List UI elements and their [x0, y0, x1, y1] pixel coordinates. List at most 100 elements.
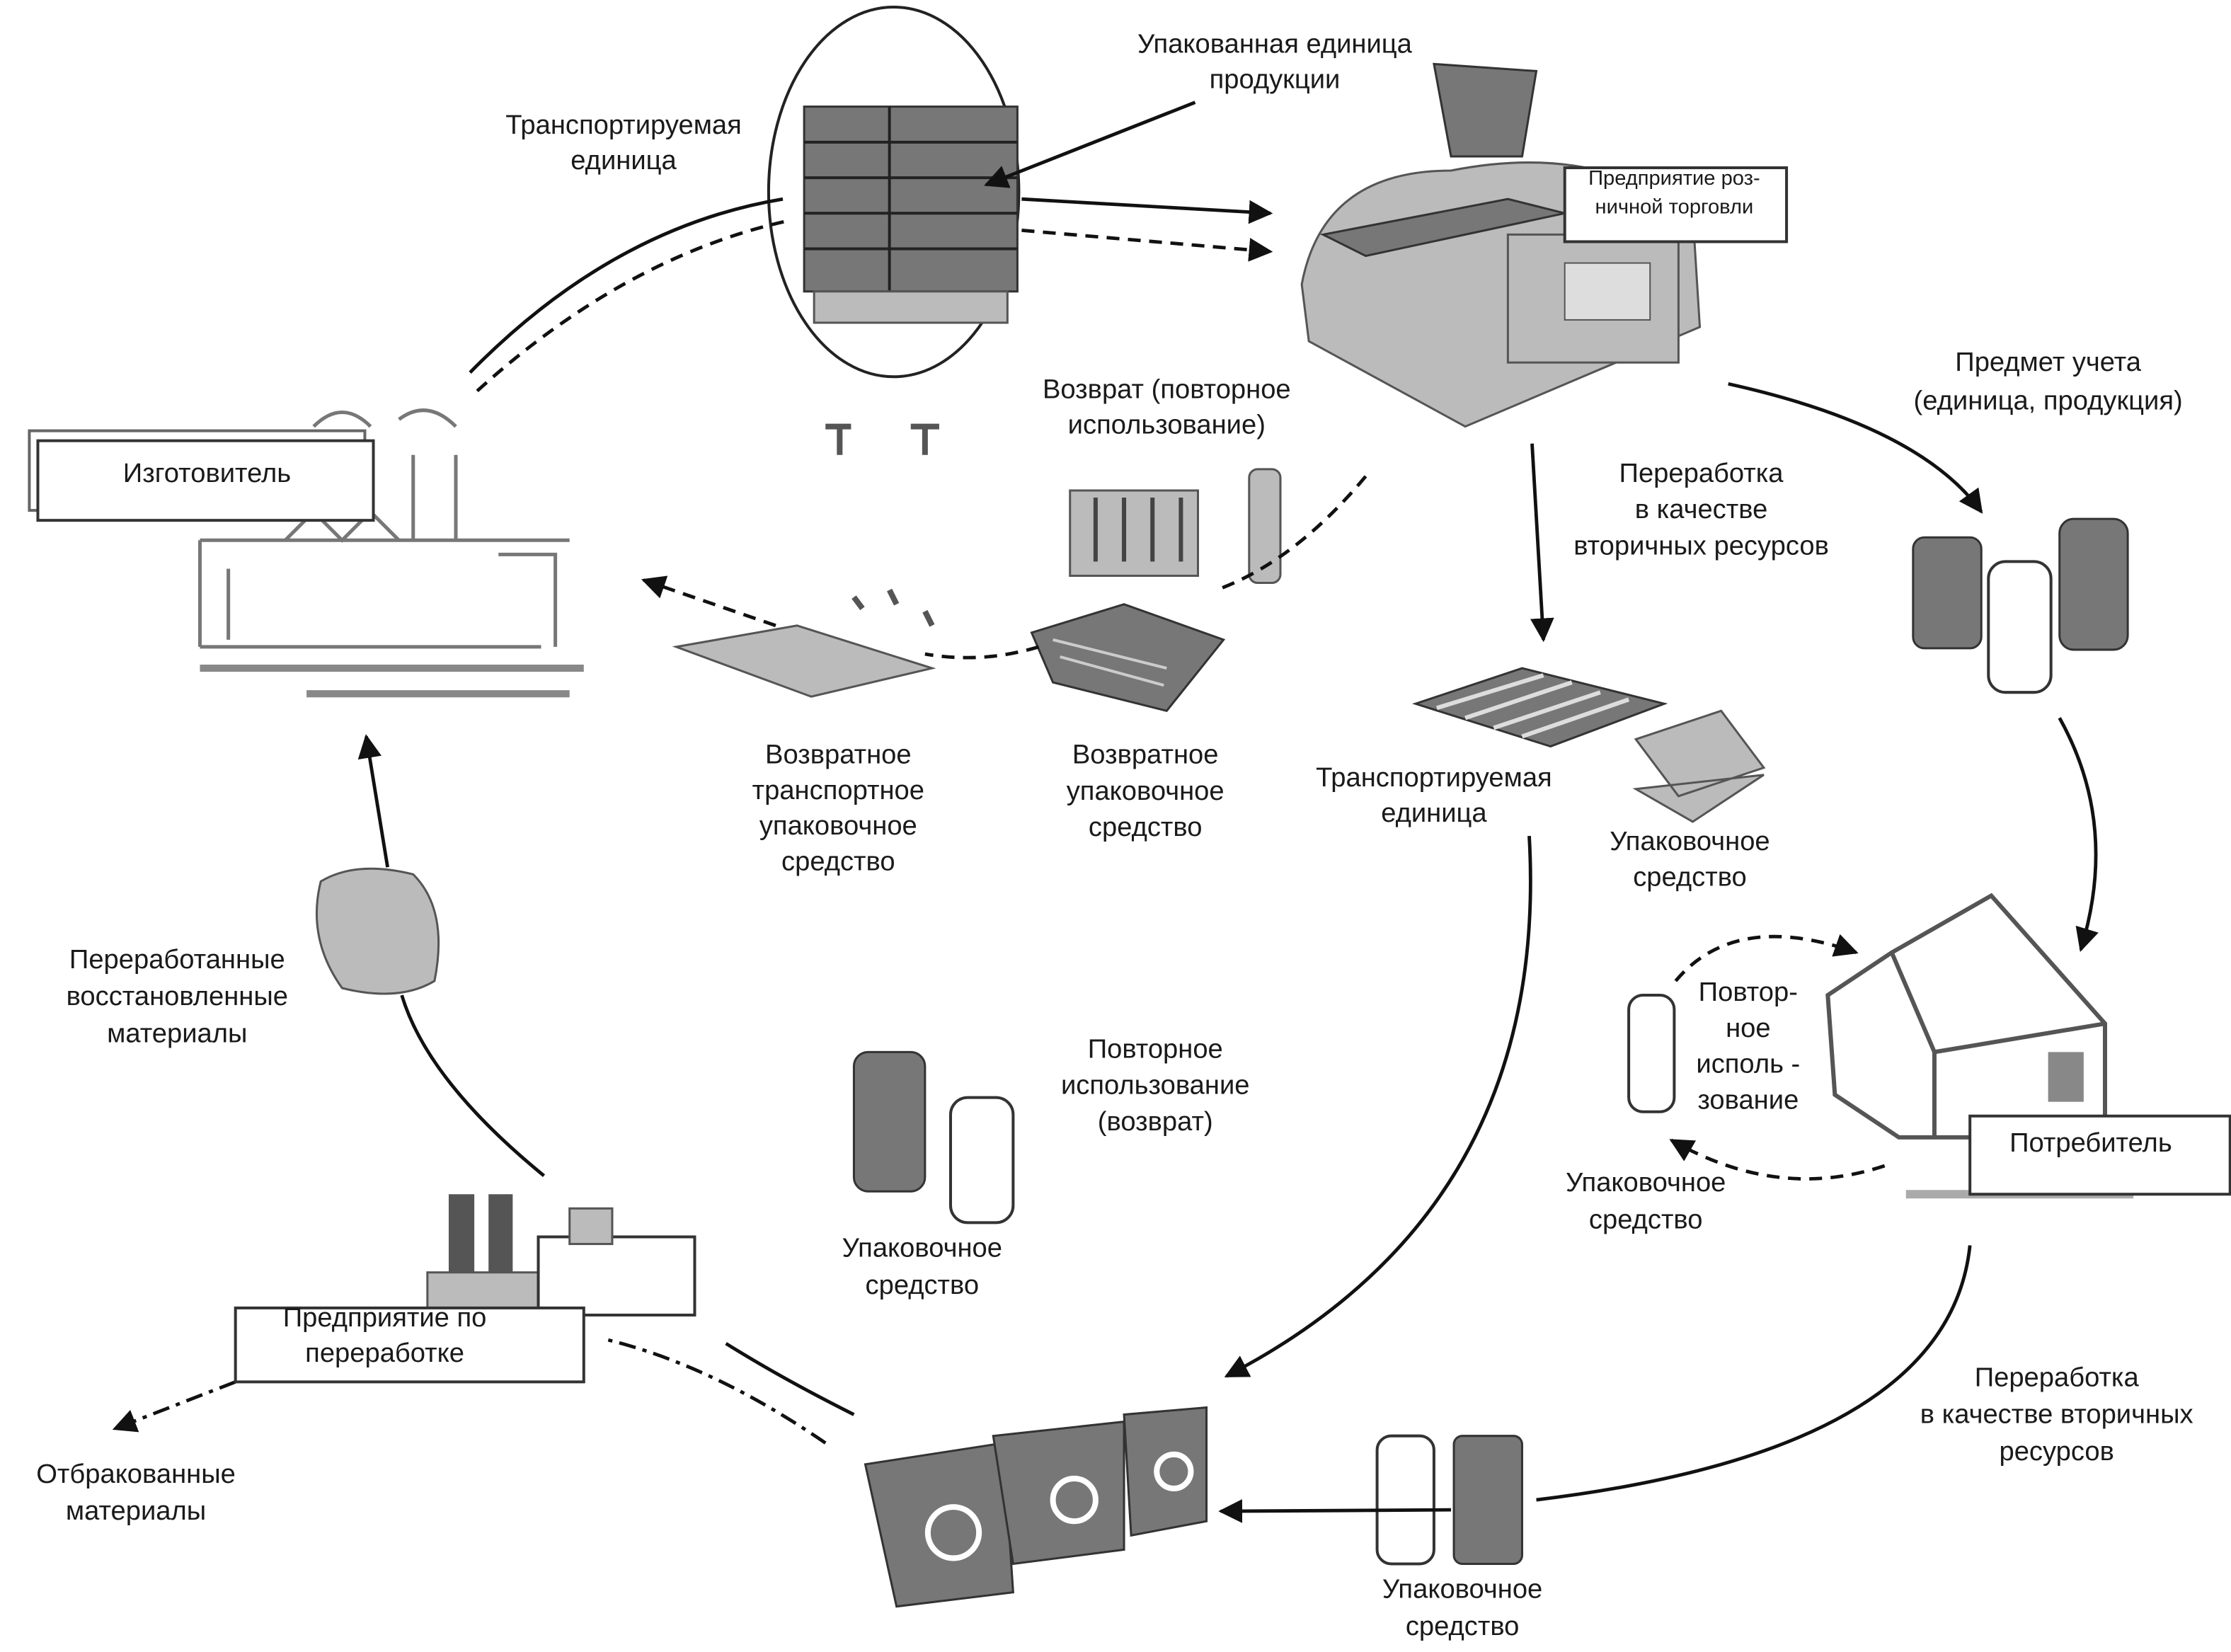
arrow	[1217, 476, 1366, 590]
arrow	[643, 580, 776, 626]
crate	[1070, 469, 1280, 583]
arrow	[470, 199, 783, 372]
arrow	[366, 736, 387, 867]
label-line: Предмет учета	[1955, 347, 2142, 377]
label-line: Изготовитель	[123, 458, 291, 488]
label-line: использование)	[1068, 410, 1266, 440]
node-label: Потребитель	[2009, 1128, 2172, 1158]
arrow	[1021, 230, 1271, 251]
arrow	[605, 1339, 825, 1443]
node-label: Упаковочное средство	[1566, 1167, 1726, 1234]
label-line: упаковочное	[1067, 776, 1225, 806]
label-line: Переработка	[1619, 458, 1784, 488]
label-line: Потребитель	[2009, 1128, 2172, 1158]
label-line: Повтор-	[1699, 977, 1798, 1007]
label-line: Упаковочное	[1610, 826, 1770, 856]
retail-store	[1302, 64, 1699, 426]
label-line: единица	[1381, 798, 1487, 828]
label-line: Отбракованные	[36, 1459, 236, 1489]
arrow	[2060, 718, 2096, 949]
label-line: средство	[781, 846, 895, 876]
return-box	[1031, 604, 1223, 711]
label-line: Транспортируемая	[505, 110, 742, 140]
label-line: упаковочное	[759, 810, 917, 841]
label-line: переработке	[305, 1338, 464, 1368]
label-line: зование	[1697, 1085, 1799, 1115]
label-line: Упаковочное	[1566, 1167, 1726, 1198]
label-line: ресурсов	[2000, 1436, 2114, 1467]
label-line: Переработка	[1975, 1362, 2140, 1392]
arrow	[477, 220, 790, 391]
recycling-bins	[865, 1408, 1206, 1607]
node-label: Переработка в качестве вторичных ресурсов	[1573, 458, 1829, 561]
products	[1913, 519, 2128, 692]
arrow	[115, 1382, 236, 1428]
node-label: Повторное использование (возврат)	[1061, 1033, 1250, 1136]
label-line: Упаковочное	[842, 1233, 1002, 1263]
arrows	[115, 103, 2096, 1512]
label-line: Возвратное	[765, 740, 912, 770]
label-line: транспортное	[752, 775, 924, 805]
label-line: (возврат)	[1098, 1106, 1213, 1137]
label-line: вторичных ресурсов	[1573, 530, 1829, 561]
node-label: Переработка в качестве вторичных ресурсов	[1920, 1362, 2193, 1466]
node-label: Изготовитель	[123, 458, 291, 488]
node-label: Возвратное упаковочное средство	[1067, 740, 1225, 842]
label-line: Предприятие по	[283, 1302, 487, 1333]
label-boxes	[29, 168, 2230, 1382]
node-label: Возврат (повторное использование)	[1043, 374, 1291, 440]
label-line: Транспортируемая	[1316, 762, 1552, 793]
label-line: средство	[1589, 1204, 1703, 1234]
label-line: единица	[570, 145, 677, 176]
label-line: в качестве вторичных	[1920, 1399, 2193, 1430]
recycling-plant	[428, 1194, 695, 1315]
material-bags	[316, 868, 438, 994]
node-label: Транспортируемая единица	[505, 110, 742, 176]
arrow	[1532, 444, 1544, 640]
bottle	[1629, 995, 1674, 1112]
label-line: Повторное	[1088, 1033, 1223, 1064]
node-label: Упаковочное средство	[1382, 1574, 1542, 1641]
label-line: использование	[1061, 1070, 1250, 1101]
label-line: средство	[1089, 812, 1203, 842]
bottom-containers	[1377, 1436, 1522, 1564]
node-label: Повтор-ное исполь - зование	[1696, 977, 1800, 1115]
label-line: Возврат (повторное	[1043, 374, 1291, 404]
label-line: Упакованная единица	[1137, 28, 1413, 59]
label-line: восстановленные	[67, 981, 288, 1011]
node-label: Переработанные восстановленные материалы	[67, 944, 288, 1048]
label-line: средство	[1406, 1611, 1520, 1641]
label-line: продукции	[1210, 64, 1341, 95]
arrow	[1221, 1510, 1451, 1511]
label-line: в качестве	[1635, 494, 1768, 524]
label-line: материалы	[66, 1496, 206, 1526]
label-line: материалы	[107, 1018, 247, 1048]
arrow	[726, 1343, 854, 1414]
arrow	[925, 647, 1039, 658]
arrow	[402, 995, 544, 1176]
arrow	[1537, 1246, 1971, 1501]
label-line: Возвратное	[1072, 740, 1219, 770]
node-label: Предмет учета (единица, продукция)	[1914, 347, 2183, 415]
node-label: Упаковочное средство	[842, 1233, 1002, 1300]
node-label: Упаковочное средство	[1610, 826, 1770, 892]
node-label: Упакованная единица продукции	[1137, 28, 1413, 94]
label-line: средство	[866, 1270, 980, 1300]
label-line: ное	[1726, 1013, 1771, 1043]
diagram: Упакованная единица продукции Транспортиру…	[0, 0, 2231, 1652]
node-label: Транспортируемая единица	[1316, 762, 1552, 828]
arrow	[1021, 199, 1271, 213]
label-line: средство	[1633, 861, 1747, 892]
label-line: Предприятие роз-	[1588, 167, 1760, 190]
arrow	[1227, 836, 1531, 1376]
label-line: ничной торговли	[1595, 195, 1754, 218]
return-pallet	[676, 427, 939, 697]
label-line: Упаковочное	[1382, 1574, 1542, 1605]
node-label: Возвратное транспортное упаковочное средств…	[752, 740, 924, 877]
arrow	[1675, 936, 1856, 981]
label-line: исполь -	[1696, 1049, 1800, 1079]
label-line: (единица, продукция)	[1914, 385, 2183, 415]
pallet-stack	[804, 107, 1017, 323]
reuse-bottles	[854, 1052, 1013, 1222]
label-line: Переработанные	[69, 944, 285, 975]
